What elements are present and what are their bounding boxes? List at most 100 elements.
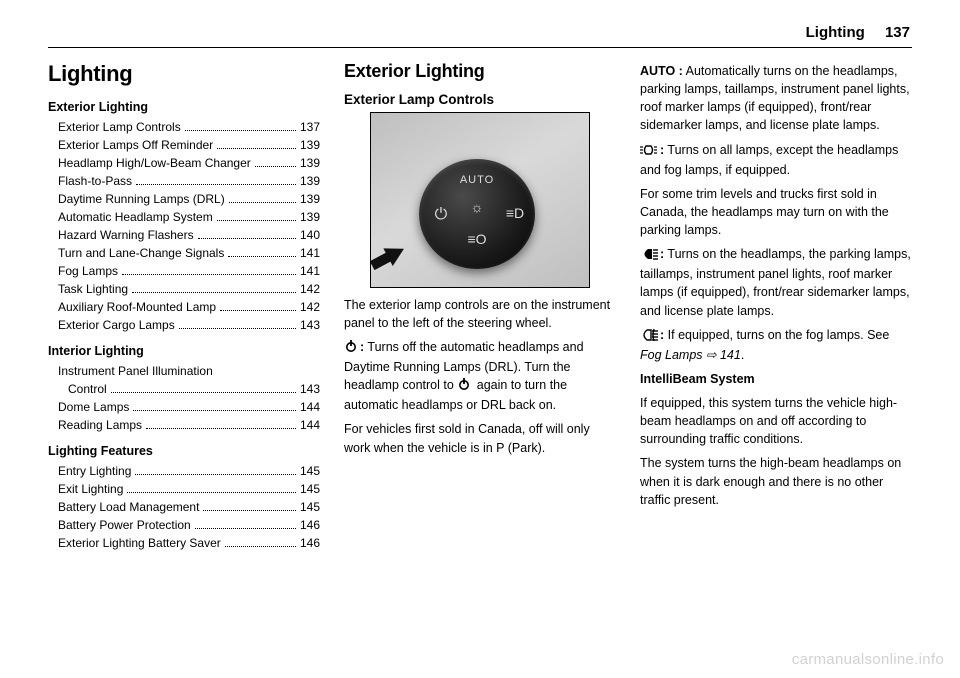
toc-group-heading: Interior Lighting xyxy=(48,342,320,360)
toc-label: Battery Power Protection xyxy=(48,516,191,534)
toc-label: Exterior Lamp Controls xyxy=(48,118,181,136)
toc-label: Instrument Panel Illumination xyxy=(48,362,213,380)
toc-label: Dome Lamps xyxy=(48,398,129,416)
toc-leader-dots xyxy=(135,474,296,475)
toc-page: 139 xyxy=(300,172,320,190)
toc-leader-dots xyxy=(225,546,296,547)
toc-label: Auxiliary Roof-Mounted Lamp xyxy=(48,298,216,316)
intellibeam-heading: IntelliBeam System xyxy=(640,370,912,388)
toc-leader-dots xyxy=(127,492,296,493)
toc-label: Daytime Running Lamps (DRL) xyxy=(48,190,225,208)
toc-entry: Instrument Panel Illumination xyxy=(48,362,320,380)
page-header: Lighting 137 xyxy=(48,24,912,41)
toc-entry: Automatic Headlamp System 139 xyxy=(48,208,320,226)
toc-page: 137 xyxy=(300,118,320,136)
dial-park-icon: ☼ xyxy=(467,197,487,217)
toc-entry: Exterior Cargo Lamps143 xyxy=(48,316,320,334)
toc-leader-dots xyxy=(195,528,296,529)
power-off-icon xyxy=(344,339,358,358)
toc-leader-dots xyxy=(203,510,296,511)
toc-entry: Control 143 xyxy=(48,380,320,398)
toc-leader-dots xyxy=(122,274,296,275)
body-text: Turns on all lamps, except the headlamps… xyxy=(640,143,898,177)
toc-page: 141 xyxy=(300,262,320,280)
toc-leader-dots xyxy=(136,184,296,185)
toc-page: 140 xyxy=(300,226,320,244)
toc-leader-dots xyxy=(185,130,296,131)
lamp-control-figure: AUTO ⏻ ☼ ≡D ≡O xyxy=(370,112,590,288)
toc-page: 142 xyxy=(300,298,320,316)
toc-leader-dots xyxy=(111,392,296,393)
toc-page: 146 xyxy=(300,516,320,534)
fog-lamps-icon xyxy=(640,328,658,346)
dial-headlamp-icon: ≡D xyxy=(505,203,525,223)
toc-label: Flash-to-Pass xyxy=(48,172,132,190)
toc-entry: Headlamp High/Low-Beam Changer 139 xyxy=(48,154,320,172)
cross-reference: Fog Lamps ⇨ 141 xyxy=(640,348,741,362)
toc-label: Automatic Headlamp System xyxy=(48,208,213,226)
toc-leader-dots xyxy=(217,220,296,221)
park-paragraph: : Turns on all lamps, except the headlam… xyxy=(640,141,912,179)
chapter-title: Lighting xyxy=(48,58,320,90)
toc-page: 139 xyxy=(300,208,320,226)
power-off-icon xyxy=(457,377,471,396)
toc-entry: Battery Load Management 145 xyxy=(48,498,320,516)
toc-label: Exterior Lighting Battery Saver xyxy=(48,534,221,552)
toc-group-heading: Lighting Features xyxy=(48,442,320,460)
toc-entry: Entry Lighting145 xyxy=(48,462,320,480)
columns: Lighting Exterior Lighting Exterior Lamp … xyxy=(48,56,912,552)
toc-page: 143 xyxy=(300,380,320,398)
toc-page: 139 xyxy=(300,190,320,208)
toc-label: Control xyxy=(48,380,107,398)
toc-label: Turn and Lane-Change Signals xyxy=(48,244,224,262)
lamp-dial: AUTO ⏻ ☼ ≡D ≡O xyxy=(419,159,535,269)
head-paragraph: : Turns on the headlamps, the parking la… xyxy=(640,245,912,320)
body-column-2: Exterior Lighting Exterior Lamp Controls… xyxy=(344,56,616,552)
toc-page: 145 xyxy=(300,480,320,498)
toc-label: Headlamp High/Low-Beam Changer xyxy=(48,154,251,172)
toc-label: Exit Lighting xyxy=(48,480,123,498)
auto-label: AUTO : xyxy=(640,64,683,78)
header-section: Lighting xyxy=(806,24,865,41)
toc-group-heading: Exterior Lighting xyxy=(48,98,320,116)
toc-entry: Hazard Warning Flashers 140 xyxy=(48,226,320,244)
toc-page: 139 xyxy=(300,136,320,154)
fog-paragraph: : If equipped, turns on the fog lamps. S… xyxy=(640,326,912,364)
auto-paragraph: AUTO : Automatically turns on the headla… xyxy=(640,62,912,135)
dial-fog-icon: ≡O xyxy=(467,229,487,249)
toc-page: 139 xyxy=(300,154,320,172)
toc-entry: Exterior Lighting Battery Saver146 xyxy=(48,534,320,552)
toc-entry: Battery Power Protection 146 xyxy=(48,516,320,534)
manual-page: Lighting 137 Lighting Exterior Lighting E… xyxy=(0,0,960,678)
toc-leader-dots xyxy=(146,428,296,429)
body-text: . xyxy=(741,348,744,362)
toc-leader-dots xyxy=(198,238,296,239)
toc-label: Reading Lamps xyxy=(48,416,142,434)
toc-entry: Daytime Running Lamps (DRL) 139 xyxy=(48,190,320,208)
toc-entry: Fog Lamps141 xyxy=(48,262,320,280)
toc-page: 142 xyxy=(300,280,320,298)
toc-leader-dots xyxy=(220,310,296,311)
toc-entry: Dome Lamps144 xyxy=(48,398,320,416)
toc-leader-dots xyxy=(133,410,296,411)
body-text: The system turns the high-beam headlamps… xyxy=(640,454,912,508)
toc-leader-dots xyxy=(255,166,296,167)
toc-entry: Auxiliary Roof-Mounted Lamp 142 xyxy=(48,298,320,316)
body-column-3: AUTO : Automatically turns on the headla… xyxy=(640,56,912,552)
body-text: Turns on the headlamps, the parking lamp… xyxy=(640,247,911,317)
toc-leader-dots xyxy=(228,256,296,257)
toc-entry: Exterior Lamps Off Reminder139 xyxy=(48,136,320,154)
headlamps-icon xyxy=(640,247,658,265)
body-text: For some trim levels and trucks first so… xyxy=(640,185,912,239)
header-page-number: 137 xyxy=(885,24,910,41)
toc-page: 145 xyxy=(300,498,320,516)
toc-label: Hazard Warning Flashers xyxy=(48,226,194,244)
pointer-arrow-icon xyxy=(383,240,408,266)
toc-entry: Exit Lighting 145 xyxy=(48,480,320,498)
toc-page: 145 xyxy=(300,462,320,480)
watermark: carmanualsonline.info xyxy=(792,651,944,668)
toc-page: 143 xyxy=(300,316,320,334)
toc-leader-dots xyxy=(217,148,296,149)
subsection-heading: Exterior Lamp Controls xyxy=(344,90,616,110)
toc-label: Battery Load Management xyxy=(48,498,199,516)
